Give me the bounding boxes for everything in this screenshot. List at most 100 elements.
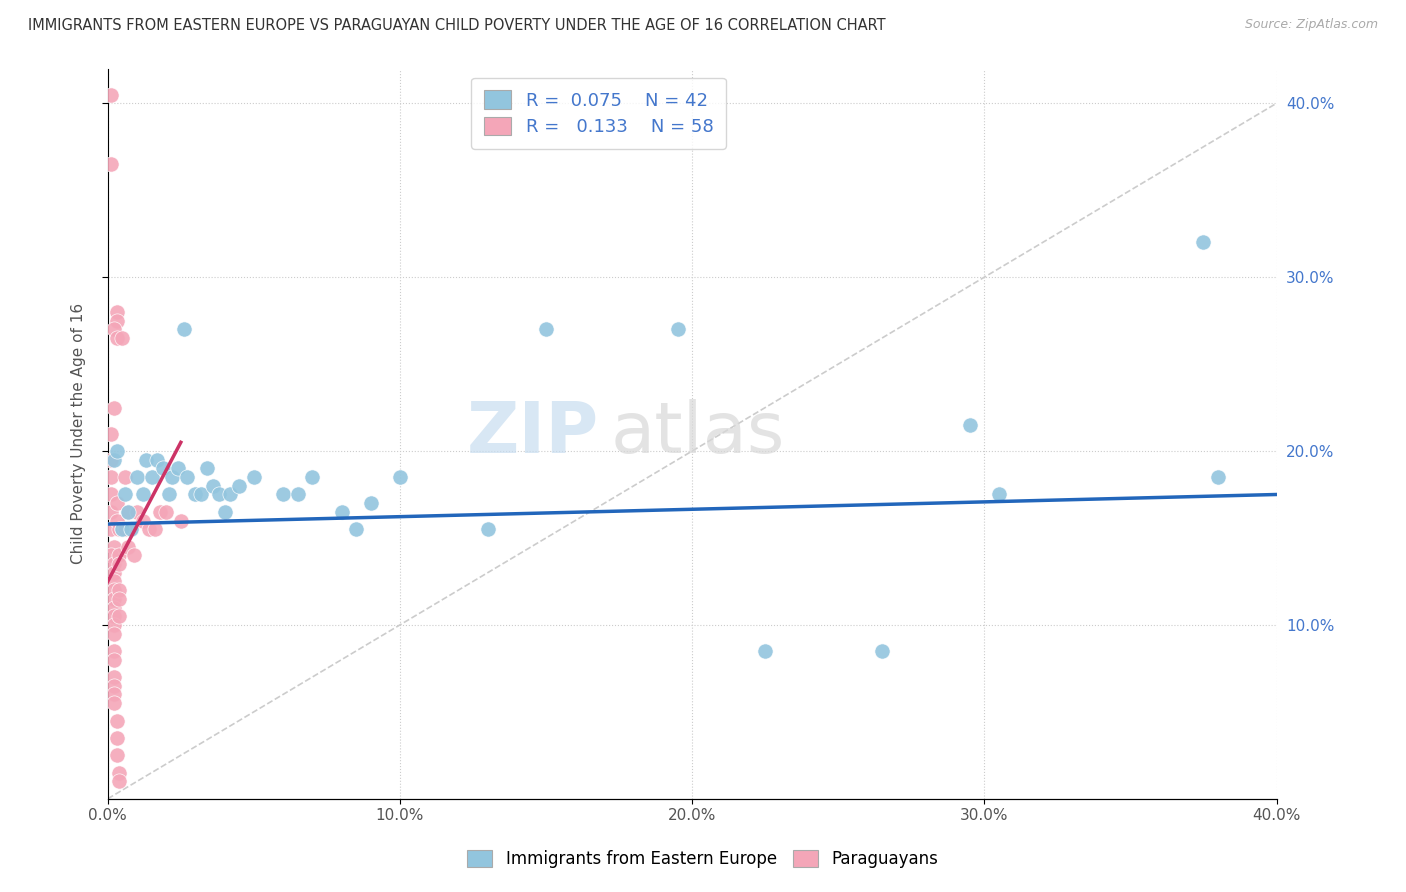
Point [108, 591, 131, 606]
Point [103, 566, 125, 580]
Point [117, 540, 139, 554]
Point [103, 574, 125, 589]
Point [214, 505, 236, 519]
Point [301, 470, 323, 484]
Point [228, 479, 250, 493]
Point [477, 522, 499, 536]
Point [103, 626, 125, 640]
Point [120, 522, 142, 536]
Point [105, 514, 128, 528]
Point [100, 549, 122, 563]
Point [132, 487, 155, 501]
Point [125, 470, 148, 484]
Point [125, 505, 148, 519]
Point [103, 679, 125, 693]
Point [138, 522, 160, 536]
Legend: Immigrants from Eastern Europe, Paraguayans: Immigrants from Eastern Europe, Paraguay… [461, 843, 945, 875]
Point [108, 609, 131, 624]
Point [105, 444, 128, 458]
Point [114, 487, 136, 501]
Point [111, 522, 134, 536]
Text: Source: ZipAtlas.com: Source: ZipAtlas.com [1244, 18, 1378, 31]
Point [108, 765, 131, 780]
Point [108, 549, 131, 563]
Point [666, 322, 689, 336]
Y-axis label: Child Poverty Under the Age of 16: Child Poverty Under the Age of 16 [72, 303, 86, 565]
Point [111, 331, 134, 345]
Point [103, 670, 125, 684]
Point [271, 487, 294, 501]
Text: ZIP: ZIP [467, 399, 599, 468]
Point [208, 487, 231, 501]
Point [160, 470, 183, 484]
Point [100, 157, 122, 171]
Point [987, 487, 1010, 501]
Point [100, 87, 122, 102]
Point [103, 452, 125, 467]
Point [105, 313, 128, 327]
Point [120, 522, 142, 536]
Point [103, 696, 125, 710]
Point [146, 452, 169, 467]
Point [103, 609, 125, 624]
Point [184, 487, 207, 501]
Point [103, 583, 125, 598]
Point [754, 644, 776, 658]
Point [100, 426, 122, 441]
Point [105, 748, 128, 763]
Point [167, 461, 190, 475]
Point [870, 644, 893, 658]
Point [388, 470, 411, 484]
Point [243, 470, 266, 484]
Point [219, 487, 242, 501]
Point [176, 470, 198, 484]
Point [1192, 235, 1215, 250]
Point [114, 470, 136, 484]
Point [155, 505, 177, 519]
Point [103, 540, 125, 554]
Point [114, 522, 136, 536]
Point [534, 322, 557, 336]
Point [330, 505, 353, 519]
Point [103, 401, 125, 415]
Point [103, 644, 125, 658]
Point [149, 505, 172, 519]
Point [103, 322, 125, 336]
Point [117, 505, 139, 519]
Point [108, 557, 131, 571]
Point [111, 522, 134, 536]
Point [103, 653, 125, 667]
Point [122, 549, 145, 563]
Point [100, 505, 122, 519]
Point [117, 505, 139, 519]
Point [105, 714, 128, 728]
Point [132, 514, 155, 528]
Point [287, 487, 309, 501]
Point [152, 461, 174, 475]
Point [108, 583, 131, 598]
Point [100, 522, 122, 536]
Point [959, 417, 981, 432]
Text: IMMIGRANTS FROM EASTERN EUROPE VS PARAGUAYAN CHILD POVERTY UNDER THE AGE OF 16 C: IMMIGRANTS FROM EASTERN EUROPE VS PARAGU… [28, 18, 886, 33]
Point [100, 487, 122, 501]
Text: atlas: atlas [610, 399, 785, 468]
Legend: R =  0.075    N = 42, R =   0.133    N = 58: R = 0.075 N = 42, R = 0.133 N = 58 [471, 78, 725, 149]
Point [105, 731, 128, 745]
Point [195, 461, 218, 475]
Point [360, 496, 382, 510]
Point [344, 522, 367, 536]
Point [100, 452, 122, 467]
Point [103, 600, 125, 615]
Point [201, 479, 224, 493]
Point [157, 487, 180, 501]
Point [170, 514, 193, 528]
Point [105, 305, 128, 319]
Point [105, 331, 128, 345]
Point [105, 496, 128, 510]
Point [103, 591, 125, 606]
Point [141, 470, 163, 484]
Point [173, 322, 195, 336]
Point [143, 522, 166, 536]
Point [108, 522, 131, 536]
Point [190, 487, 212, 501]
